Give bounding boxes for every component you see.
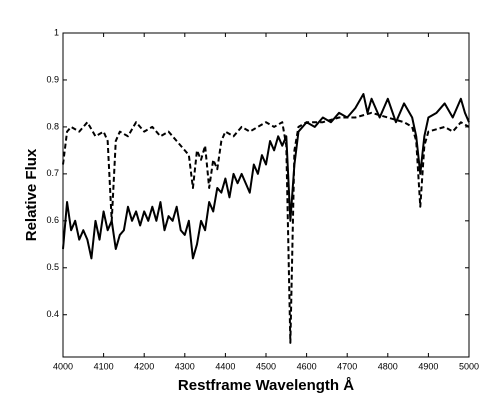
x-tick-label: 4500 — [256, 361, 276, 371]
x-axis-label: Restframe Wavelength Å — [178, 377, 354, 394]
x-tick-label: 4700 — [337, 361, 357, 371]
x-tick-label: 4100 — [94, 361, 114, 371]
y-tick-label: 0.6 — [46, 215, 59, 225]
x-tick-label: 4600 — [297, 361, 317, 371]
y-tick-label: 0.4 — [46, 309, 59, 319]
y-tick-label: 0.5 — [46, 262, 59, 272]
x-tick-label: 4400 — [215, 361, 235, 371]
y-tick-label: 0.9 — [46, 74, 59, 84]
x-tick-label: 4200 — [134, 361, 154, 371]
y-axis-label: Relative Flux — [23, 148, 40, 241]
x-tick-label: 4900 — [418, 361, 438, 371]
x-tick-label: 5000 — [459, 361, 479, 371]
x-tick-label: 4000 — [53, 361, 73, 371]
plot-frame — [62, 32, 470, 358]
y-tick-label: 1 — [54, 27, 59, 37]
line-series — [62, 111, 470, 344]
x-tick-label: 4800 — [378, 361, 398, 371]
x-tick-label: 4300 — [175, 361, 195, 371]
y-tick-label: 0.7 — [46, 168, 59, 178]
y-tick-label: 0.8 — [46, 121, 59, 131]
line-series — [62, 93, 470, 260]
